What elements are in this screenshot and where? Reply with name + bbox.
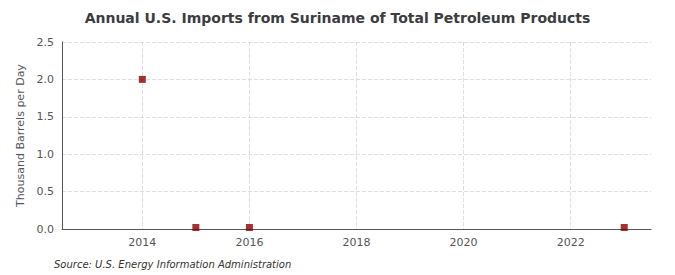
svg-text:Source: U.S. Energy Informatio: Source: U.S. Energy Information Administ…	[54, 259, 291, 270]
svg-text:2018: 2018	[343, 236, 371, 249]
svg-text:2016: 2016	[235, 236, 263, 249]
svg-text:2.5: 2.5	[37, 36, 55, 49]
svg-text:1.5: 1.5	[37, 110, 55, 123]
svg-text:2.0: 2.0	[37, 73, 55, 86]
svg-text:2020: 2020	[450, 236, 478, 249]
svg-text:1.0: 1.0	[37, 148, 55, 161]
svg-text:Annual U.S. Imports from Surin: Annual U.S. Imports from Suriname of Tot…	[85, 10, 591, 26]
svg-text:0.0: 0.0	[37, 223, 55, 236]
svg-text:Thousand Barrels per Day: Thousand Barrels per Day	[14, 64, 27, 208]
svg-text:2022: 2022	[557, 236, 585, 249]
svg-text:2014: 2014	[128, 236, 156, 249]
svg-text:0.5: 0.5	[37, 185, 55, 198]
